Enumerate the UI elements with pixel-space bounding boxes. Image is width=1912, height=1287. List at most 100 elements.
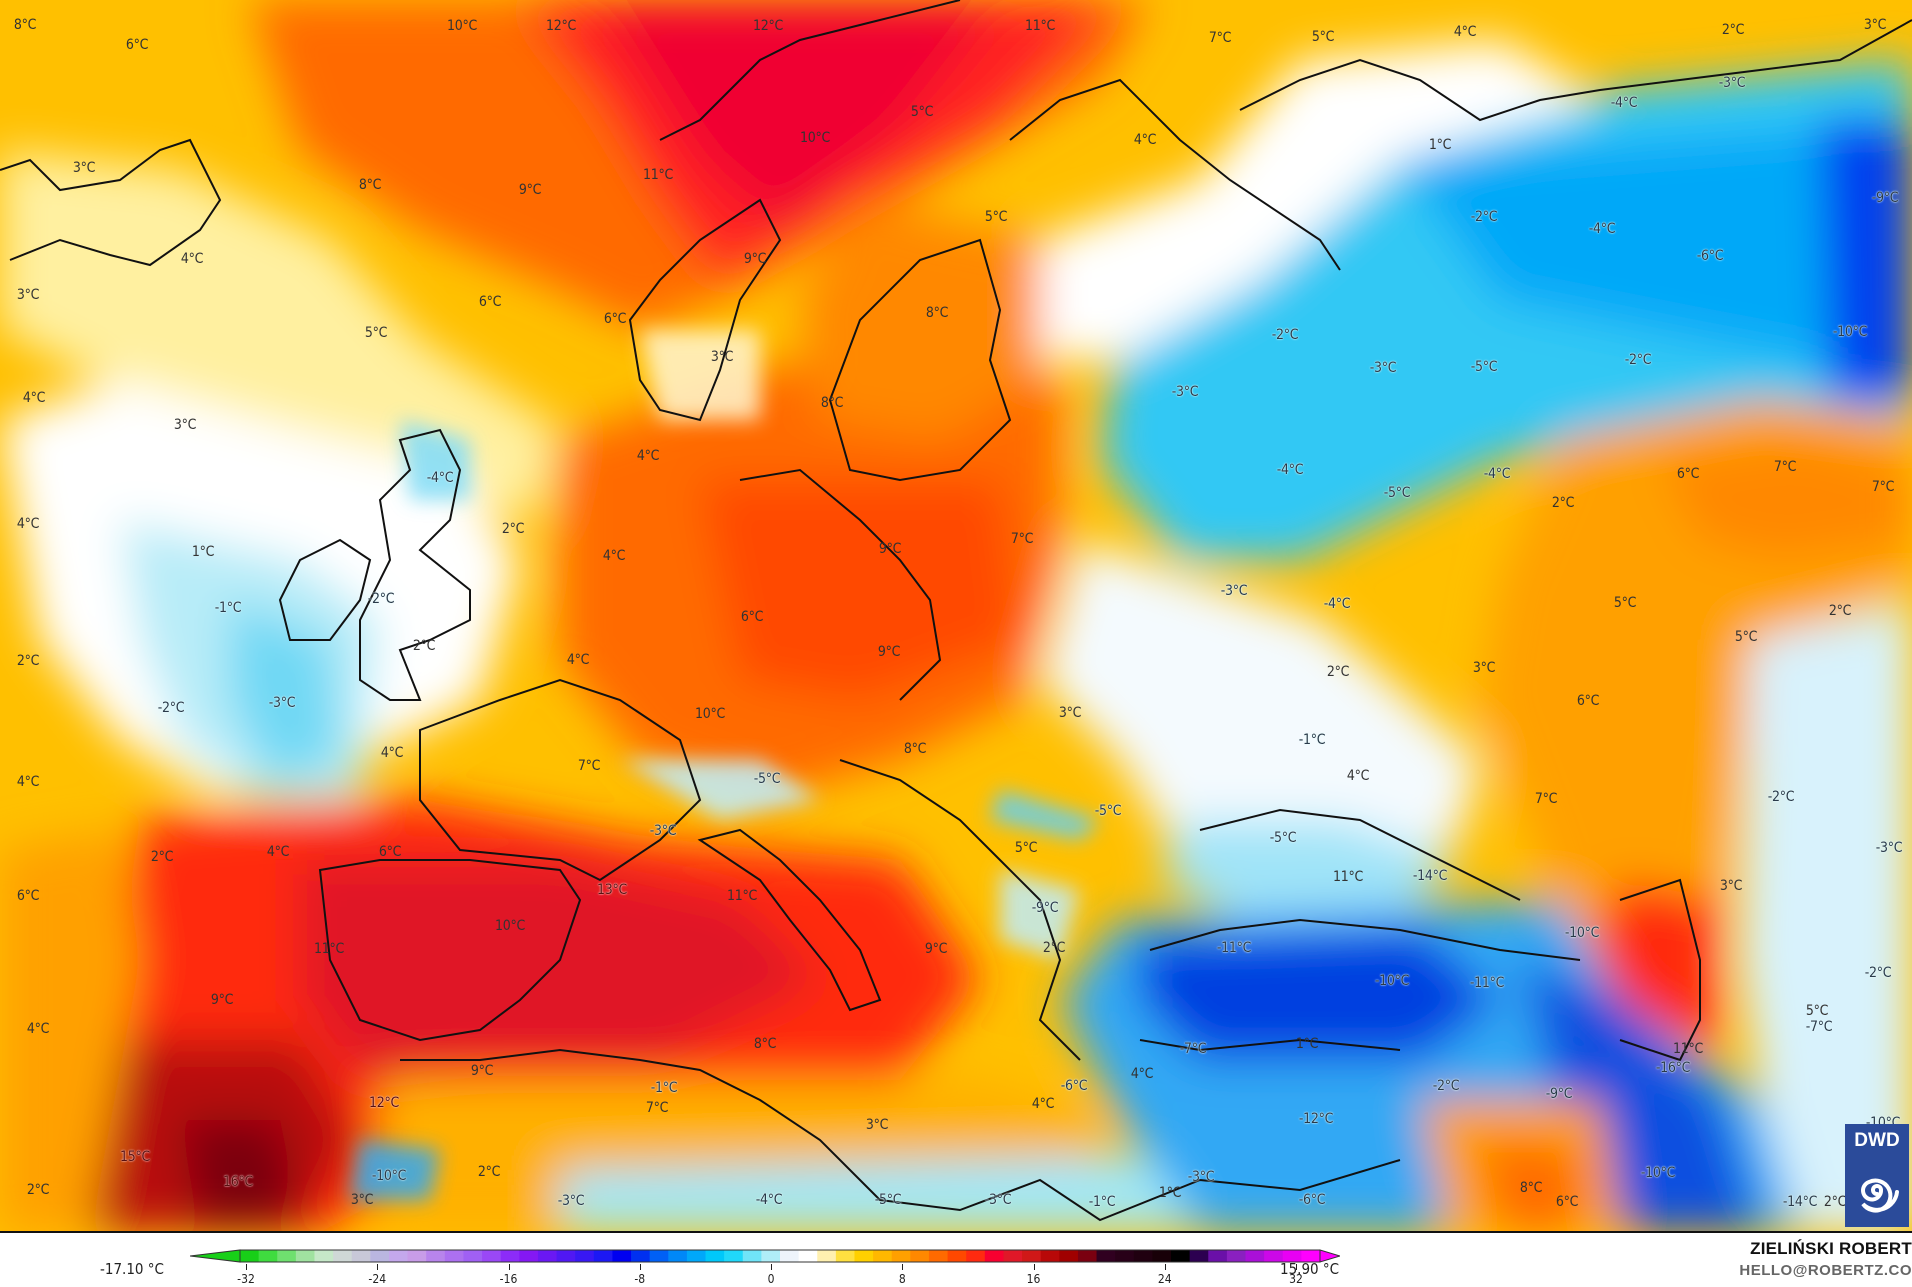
temperature-label: -2°C [367, 591, 395, 607]
temperature-label: 11°C [1673, 1041, 1703, 1057]
temperature-label: 1°C [1158, 1185, 1182, 1201]
temperature-label: 3°C [1472, 660, 1496, 676]
temperature-label: 10°C [800, 130, 830, 146]
temperature-label: 11°C [1333, 869, 1363, 885]
temperature-label: 4°C [26, 1021, 50, 1037]
legend-min-value: -17.10 °C [100, 1260, 164, 1278]
temperature-label: 12°C [546, 18, 576, 34]
temperature-label: 15°C [120, 1149, 150, 1165]
temperature-label: -9°C [1031, 900, 1059, 916]
temperature-label: 6°C [603, 311, 627, 327]
temperature-label: 8°C [358, 177, 382, 193]
colorbar-tick [508, 1264, 510, 1270]
temperature-label: 6°C [378, 844, 402, 860]
temperature-label: 4°C [380, 745, 404, 761]
temperature-label: 9°C [743, 251, 767, 267]
temperature-label: 6°C [16, 888, 40, 904]
temperature-label: 4°C [16, 774, 40, 790]
temperature-label: 9°C [470, 1063, 494, 1079]
temperature-label: 1°C [191, 544, 215, 560]
temperature-label: -10°C [371, 1168, 407, 1184]
temperature-label: -9°C [1545, 1086, 1573, 1102]
legend-max-value: 15.90 °C [1280, 1260, 1340, 1278]
temperature-label: 7°C [577, 758, 601, 774]
temperature-label: -11°C [1216, 940, 1252, 956]
colorbar-tick [902, 1264, 904, 1270]
temperature-label: 4°C [566, 652, 590, 668]
temperature-label: 2°C [1326, 664, 1350, 680]
colorbar-tick [1296, 1264, 1297, 1270]
temperature-label: 2°C [16, 653, 40, 669]
temperature-label: -10°C [1564, 925, 1600, 941]
temperature-label: 11°C [314, 941, 344, 957]
temperature-label: 4°C [1133, 132, 1157, 148]
temperature-label: -2°C [1864, 965, 1892, 981]
temperature-label: 10°C [695, 706, 725, 722]
colorbar-tick-label: 8 [898, 1272, 906, 1286]
temperature-label: 9°C [878, 541, 902, 557]
temperature-label: 7°C [1773, 459, 1797, 475]
temperature-label: 1°C [1295, 1036, 1319, 1052]
temperature-label: -5°C [1269, 830, 1297, 846]
colorbar-tick-label: 0 [767, 1272, 775, 1286]
temperature-label: 8°C [13, 17, 37, 33]
colorbar-tick-label: -16 [499, 1272, 518, 1286]
temperature-label: 8°C [1519, 1180, 1543, 1196]
temperature-label: 11°C [727, 888, 757, 904]
temperature-label: 4°C [602, 548, 626, 564]
temperature-label: -3°C [1220, 583, 1248, 599]
temperature-label: 12°C [753, 18, 783, 34]
temperature-label: 3°C [16, 287, 40, 303]
temperature-label: 5°C [984, 209, 1008, 225]
temperature-label: 13°C [597, 882, 627, 898]
temperature-label: 9°C [924, 941, 948, 957]
temperature-label: 2°C [501, 521, 525, 537]
temperature-label: 2°C [1823, 1194, 1847, 1210]
temperature-label: 4°C [22, 390, 46, 406]
temperature-label: -14°C [1782, 1194, 1818, 1210]
temperature-label: -4°C [1323, 596, 1351, 612]
temperature-label: -2°C [1767, 789, 1795, 805]
temperature-label: 4°C [180, 251, 204, 267]
temperature-label: 5°C [1613, 595, 1637, 611]
temperature-label: -5°C [874, 1192, 902, 1208]
temperature-label: 9°C [210, 992, 234, 1008]
temperature-label: 6°C [740, 609, 764, 625]
temperature-label: -5°C [1470, 359, 1498, 375]
colorbar-tick-label: -8 [634, 1272, 646, 1286]
temperature-label: 4°C [266, 844, 290, 860]
temperature-label: 2°C [1721, 22, 1745, 38]
temperature-label: 4°C [16, 516, 40, 532]
temperature-label: 3°C [1863, 17, 1887, 33]
temperature-label: -2°C [157, 700, 185, 716]
temperature-label: 6°C [478, 294, 502, 310]
temperature-label: 5°C [1311, 29, 1335, 45]
temperature-label: 3°C [1058, 705, 1082, 721]
temperature-label: -2°C [1470, 209, 1498, 225]
temperature-label: 9°C [518, 182, 542, 198]
temperature-label: 2°C [26, 1182, 50, 1198]
temperature-label: -6°C [1060, 1078, 1088, 1094]
temperature-label: 6°C [1576, 693, 1600, 709]
temperature-label: -4°C [1276, 462, 1304, 478]
colorbar [190, 1249, 1340, 1263]
temperature-label: 7°C [1871, 479, 1895, 495]
author-email: HELLO@ROBERTZ.CO [1739, 1262, 1912, 1279]
temperature-label: 8°C [903, 741, 927, 757]
temperature-label: 11°C [643, 167, 673, 183]
temperature-map: 8°C 6°C 10°C 12°C 12°C 11°C 7°C 5°C 4°C 2°C 3°C -4°… [0, 0, 1912, 1232]
temperature-label: -4°C [755, 1192, 783, 1208]
temperature-label: -1°C [1088, 1194, 1116, 1210]
temperature-label: -10°C [1832, 324, 1868, 340]
temperature-label: -3°C [1187, 1169, 1215, 1185]
temperature-label: -11°C [1469, 975, 1505, 991]
temperature-label: 2°C [412, 638, 436, 654]
temperature-label: -9°C [1871, 190, 1899, 206]
temperature-label: 3°C [350, 1192, 374, 1208]
map-border [0, 1231, 1912, 1233]
temperature-label: 4°C [1130, 1066, 1154, 1082]
dwd-logo: DWD [1845, 1124, 1909, 1227]
temperature-label: -4°C [426, 470, 454, 486]
temperature-label: 9°C [877, 644, 901, 660]
author-credit: ZIELIŃSKI ROBERT [1750, 1239, 1912, 1258]
